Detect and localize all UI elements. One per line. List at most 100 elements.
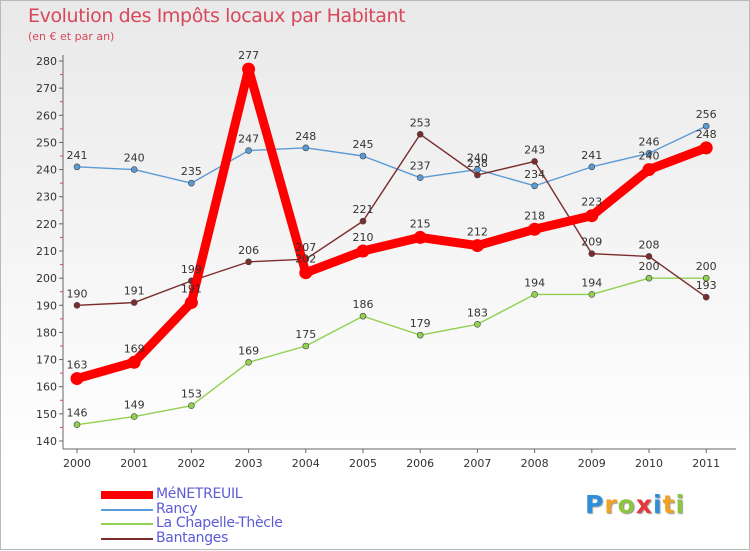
data-label: 183 bbox=[467, 306, 488, 319]
legend-swatch bbox=[101, 523, 153, 525]
x-tick-label: 2011 bbox=[692, 457, 720, 470]
data-point bbox=[702, 122, 710, 130]
data-label: 194 bbox=[581, 276, 602, 289]
data-point bbox=[188, 179, 195, 187]
logo-letter: x bbox=[635, 490, 653, 519]
x-tick-label: 2008 bbox=[521, 457, 549, 470]
logo-letter: r bbox=[604, 490, 618, 519]
y-tick-label: 210 bbox=[36, 245, 57, 258]
legend: MéNETREUIL Rancy La Chapelle-Thècle Bantang… bbox=[101, 486, 321, 546]
data-label: 245 bbox=[353, 138, 374, 151]
data-point bbox=[531, 291, 538, 298]
data-point bbox=[413, 230, 427, 244]
data-label: 207 bbox=[295, 241, 316, 254]
data-label: 240 bbox=[124, 152, 145, 165]
logo-letter: P bbox=[585, 490, 605, 519]
x-tick-label: 2010 bbox=[635, 457, 663, 470]
data-point bbox=[702, 274, 710, 282]
data-point bbox=[531, 158, 538, 165]
data-label: 153 bbox=[181, 388, 202, 401]
legend-swatch bbox=[101, 537, 153, 540]
data-label: 202 bbox=[295, 253, 316, 266]
legend-swatch bbox=[101, 491, 153, 499]
data-point bbox=[588, 163, 596, 171]
data-label: 199 bbox=[181, 263, 202, 276]
data-label: 200 bbox=[696, 260, 717, 273]
data-label: 209 bbox=[581, 236, 602, 249]
data-point bbox=[474, 171, 481, 179]
data-label: 191 bbox=[181, 283, 202, 296]
x-tick-label: 2003 bbox=[235, 457, 263, 470]
data-point bbox=[470, 239, 484, 253]
chart-title: Evolution des Impôts locaux par Habitant bbox=[28, 5, 406, 27]
x-tick-label: 2009 bbox=[578, 457, 606, 470]
data-point bbox=[302, 342, 310, 350]
x-tick-label: 2007 bbox=[463, 457, 491, 470]
legend-label: La Chapelle-Thècle bbox=[156, 515, 283, 531]
legend-item: La Chapelle-Thècle bbox=[101, 515, 321, 531]
data-label: 193 bbox=[696, 279, 717, 292]
y-tick-label: 140 bbox=[36, 435, 57, 448]
data-point bbox=[188, 402, 195, 410]
data-label: 248 bbox=[295, 130, 316, 143]
logo-letter: i bbox=[675, 490, 686, 519]
y-tick-label: 180 bbox=[36, 326, 57, 339]
data-label: 169 bbox=[238, 344, 259, 357]
data-point bbox=[70, 372, 84, 386]
y-tick-label: 230 bbox=[36, 191, 57, 204]
series-line-rancy bbox=[76, 125, 707, 187]
legend-item: MéNETREUIL bbox=[101, 486, 321, 502]
data-label: 210 bbox=[353, 231, 374, 244]
data-point bbox=[184, 296, 198, 310]
data-label: 234 bbox=[524, 168, 545, 181]
data-point bbox=[130, 413, 138, 420]
data-label: 163 bbox=[67, 359, 88, 372]
data-point bbox=[130, 166, 138, 173]
data-point bbox=[73, 421, 81, 429]
data-point bbox=[302, 144, 310, 152]
data-point bbox=[73, 301, 81, 309]
data-label: 215 bbox=[410, 217, 431, 230]
data-label: 238 bbox=[467, 157, 488, 170]
data-label: 194 bbox=[524, 276, 545, 289]
data-label: 146 bbox=[67, 407, 88, 420]
data-label: 240 bbox=[467, 152, 488, 165]
data-label: 191 bbox=[124, 285, 145, 298]
y-tick-label: 220 bbox=[36, 218, 57, 231]
legend-item: Rancy bbox=[101, 500, 321, 517]
data-label: 169 bbox=[124, 342, 145, 355]
x-tick-label: 2006 bbox=[406, 457, 434, 470]
data-point bbox=[245, 147, 252, 154]
data-label: 179 bbox=[410, 317, 431, 330]
legend-label: Rancy bbox=[156, 500, 198, 517]
data-label: 247 bbox=[238, 133, 259, 146]
data-point bbox=[359, 152, 367, 160]
data-label: 243 bbox=[524, 143, 545, 156]
data-label: 208 bbox=[639, 238, 660, 251]
chart-subtitle: (en € et par an) bbox=[28, 30, 115, 43]
data-point bbox=[356, 244, 370, 258]
data-label: 277 bbox=[238, 49, 259, 62]
data-point bbox=[416, 130, 424, 138]
data-label: 223 bbox=[581, 196, 602, 209]
data-label: 256 bbox=[696, 108, 717, 121]
data-point bbox=[127, 355, 141, 369]
data-label: 240 bbox=[639, 150, 660, 163]
legend-label: Bantanges bbox=[156, 529, 229, 546]
data-label: 253 bbox=[410, 116, 431, 129]
logo-letter: i bbox=[653, 490, 663, 519]
y-tick-label: 280 bbox=[36, 55, 57, 68]
y-tick-label: 270 bbox=[36, 82, 57, 95]
y-tick-label: 200 bbox=[36, 272, 57, 285]
y-tick-label: 150 bbox=[36, 408, 57, 421]
data-label: 246 bbox=[639, 135, 660, 148]
data-point bbox=[702, 293, 710, 301]
data-point bbox=[588, 291, 596, 298]
data-label: 149 bbox=[124, 399, 145, 412]
data-point bbox=[528, 222, 542, 236]
x-tick-label: 2005 bbox=[349, 457, 377, 470]
data-point bbox=[699, 141, 713, 155]
logo-letter: t bbox=[662, 490, 676, 519]
